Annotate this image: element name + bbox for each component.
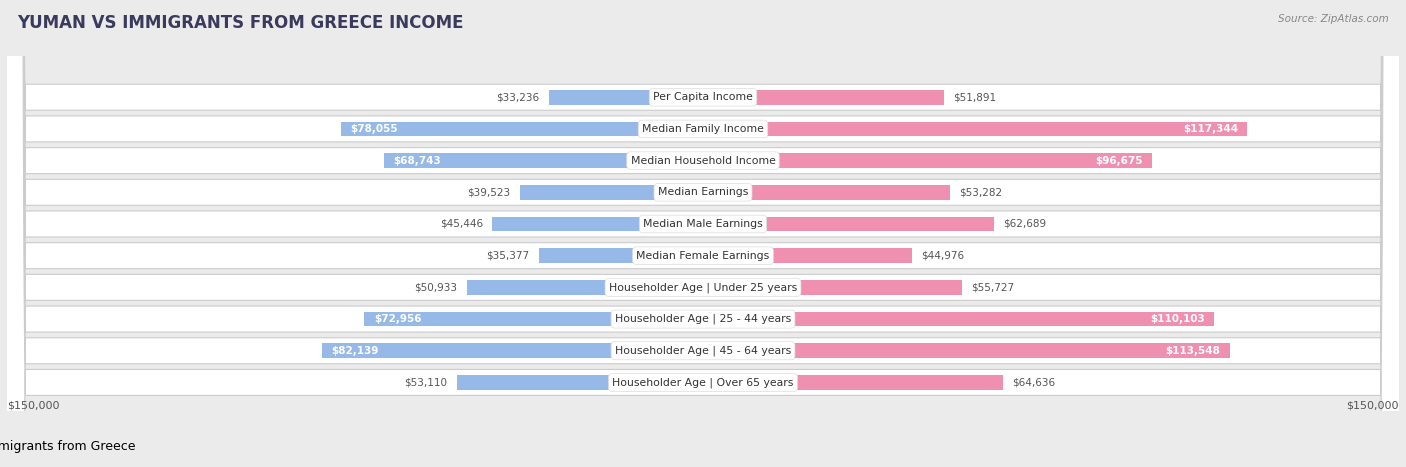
Bar bbox=[538, 248, 703, 263]
Text: $39,523: $39,523 bbox=[467, 187, 510, 197]
Text: $78,055: $78,055 bbox=[350, 124, 398, 134]
Text: Median Household Income: Median Household Income bbox=[630, 156, 776, 166]
Text: Source: ZipAtlas.com: Source: ZipAtlas.com bbox=[1278, 14, 1389, 24]
Bar bbox=[322, 343, 703, 358]
Text: Median Female Earnings: Median Female Earnings bbox=[637, 251, 769, 261]
Text: Householder Age | 45 - 64 years: Householder Age | 45 - 64 years bbox=[614, 346, 792, 356]
Bar bbox=[703, 153, 1152, 168]
Text: YUMAN VS IMMIGRANTS FROM GREECE INCOME: YUMAN VS IMMIGRANTS FROM GREECE INCOME bbox=[17, 14, 464, 32]
Text: $55,727: $55,727 bbox=[970, 283, 1014, 292]
Bar bbox=[384, 153, 703, 168]
Bar bbox=[703, 312, 1213, 326]
Text: $110,103: $110,103 bbox=[1150, 314, 1205, 324]
Bar bbox=[703, 121, 1247, 136]
Text: $82,139: $82,139 bbox=[332, 346, 378, 356]
Text: $44,976: $44,976 bbox=[921, 251, 965, 261]
Bar bbox=[364, 312, 703, 326]
Text: Median Male Earnings: Median Male Earnings bbox=[643, 219, 763, 229]
Bar bbox=[703, 343, 1230, 358]
Legend: Yuman, Immigrants from Greece: Yuman, Immigrants from Greece bbox=[0, 435, 141, 458]
Text: $33,236: $33,236 bbox=[496, 92, 540, 102]
Bar bbox=[457, 375, 703, 390]
Bar bbox=[492, 217, 703, 231]
Text: $117,344: $117,344 bbox=[1182, 124, 1239, 134]
Bar bbox=[467, 280, 703, 295]
Bar bbox=[703, 280, 962, 295]
Text: Householder Age | Over 65 years: Householder Age | Over 65 years bbox=[612, 377, 794, 388]
Bar bbox=[520, 185, 703, 199]
Text: $53,282: $53,282 bbox=[959, 187, 1002, 197]
Text: $62,689: $62,689 bbox=[1002, 219, 1046, 229]
Bar bbox=[340, 121, 703, 136]
Text: $96,675: $96,675 bbox=[1095, 156, 1142, 166]
Text: $72,956: $72,956 bbox=[374, 314, 422, 324]
Text: $53,110: $53,110 bbox=[405, 377, 447, 388]
Text: $150,000: $150,000 bbox=[1347, 400, 1399, 410]
Bar bbox=[703, 248, 911, 263]
Bar bbox=[703, 90, 943, 105]
Text: $50,933: $50,933 bbox=[415, 283, 457, 292]
Text: $35,377: $35,377 bbox=[486, 251, 530, 261]
Text: Per Capita Income: Per Capita Income bbox=[652, 92, 754, 102]
Bar bbox=[703, 217, 994, 231]
Text: Householder Age | 25 - 44 years: Householder Age | 25 - 44 years bbox=[614, 314, 792, 324]
Text: $113,548: $113,548 bbox=[1166, 346, 1220, 356]
Text: Median Earnings: Median Earnings bbox=[658, 187, 748, 197]
Text: $64,636: $64,636 bbox=[1012, 377, 1056, 388]
Text: $45,446: $45,446 bbox=[440, 219, 482, 229]
Text: $68,743: $68,743 bbox=[394, 156, 441, 166]
Text: $150,000: $150,000 bbox=[7, 400, 59, 410]
Text: Median Family Income: Median Family Income bbox=[643, 124, 763, 134]
Text: $51,891: $51,891 bbox=[953, 92, 997, 102]
Bar bbox=[703, 185, 950, 199]
Text: Householder Age | Under 25 years: Householder Age | Under 25 years bbox=[609, 282, 797, 293]
Bar bbox=[703, 375, 1002, 390]
Bar bbox=[548, 90, 703, 105]
